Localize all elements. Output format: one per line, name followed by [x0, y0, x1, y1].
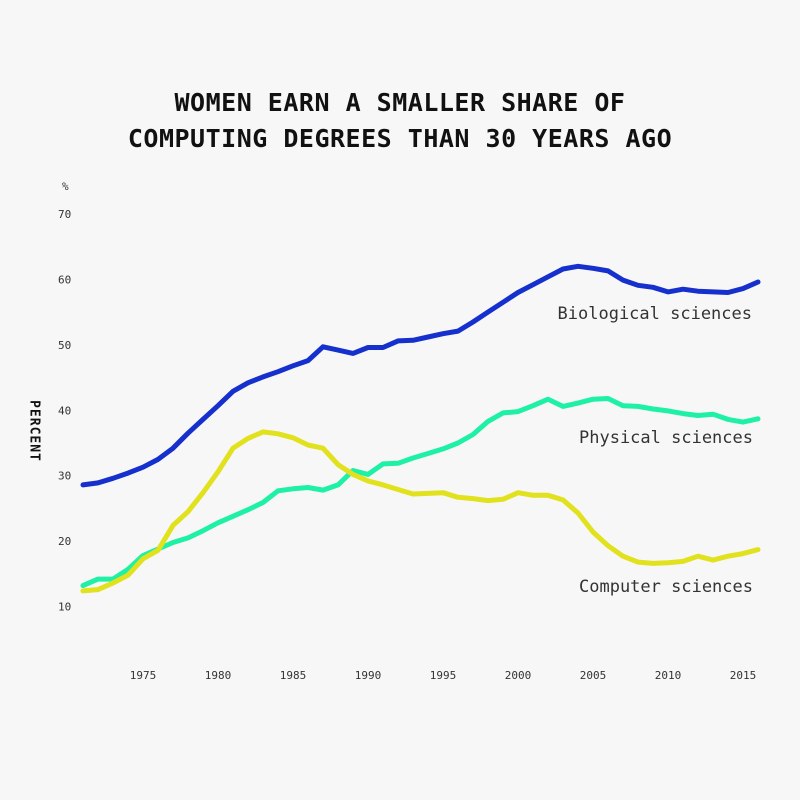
x-tick-label: 1995 — [430, 669, 457, 682]
chart-title-line-1: WOMEN EARN A SMALLER SHARE OF — [174, 88, 626, 117]
x-tick-label: 1975 — [130, 669, 157, 682]
x-tick-label: 1980 — [205, 669, 232, 682]
y-axis-unit: % — [62, 180, 69, 193]
series-line-physical-sciences — [80, 396, 761, 589]
series-label-biological-sciences: Biological sciences — [558, 304, 752, 324]
y-tick-label: 70 — [58, 208, 71, 221]
chart-title: WOMEN EARN A SMALLER SHARE OF COMPUTING … — [0, 85, 800, 157]
series-label-computer-sciences: Computer sciences — [579, 577, 753, 597]
y-tick-label: 20 — [58, 535, 71, 548]
y-tick-label: 40 — [58, 404, 71, 417]
y-tick-label: 50 — [58, 339, 71, 352]
x-tick-label: 2000 — [505, 669, 532, 682]
x-tick-label: 2010 — [655, 669, 682, 682]
x-tick-label: 1985 — [280, 669, 307, 682]
series-line-computer-sciences — [80, 429, 761, 594]
x-tick-label: 2005 — [580, 669, 607, 682]
y-tick-label: 60 — [58, 273, 71, 286]
x-tick-label: 1990 — [355, 669, 382, 682]
series-label-physical-sciences: Physical sciences — [579, 428, 753, 448]
x-tick-label: 2015 — [730, 669, 757, 682]
y-tick-label: 10 — [58, 601, 71, 614]
chart-title-line-2: COMPUTING DEGREES THAN 30 YEARS AGO — [127, 124, 673, 153]
y-tick-label: 30 — [58, 470, 71, 483]
series-line-biological-sciences — [80, 263, 761, 488]
